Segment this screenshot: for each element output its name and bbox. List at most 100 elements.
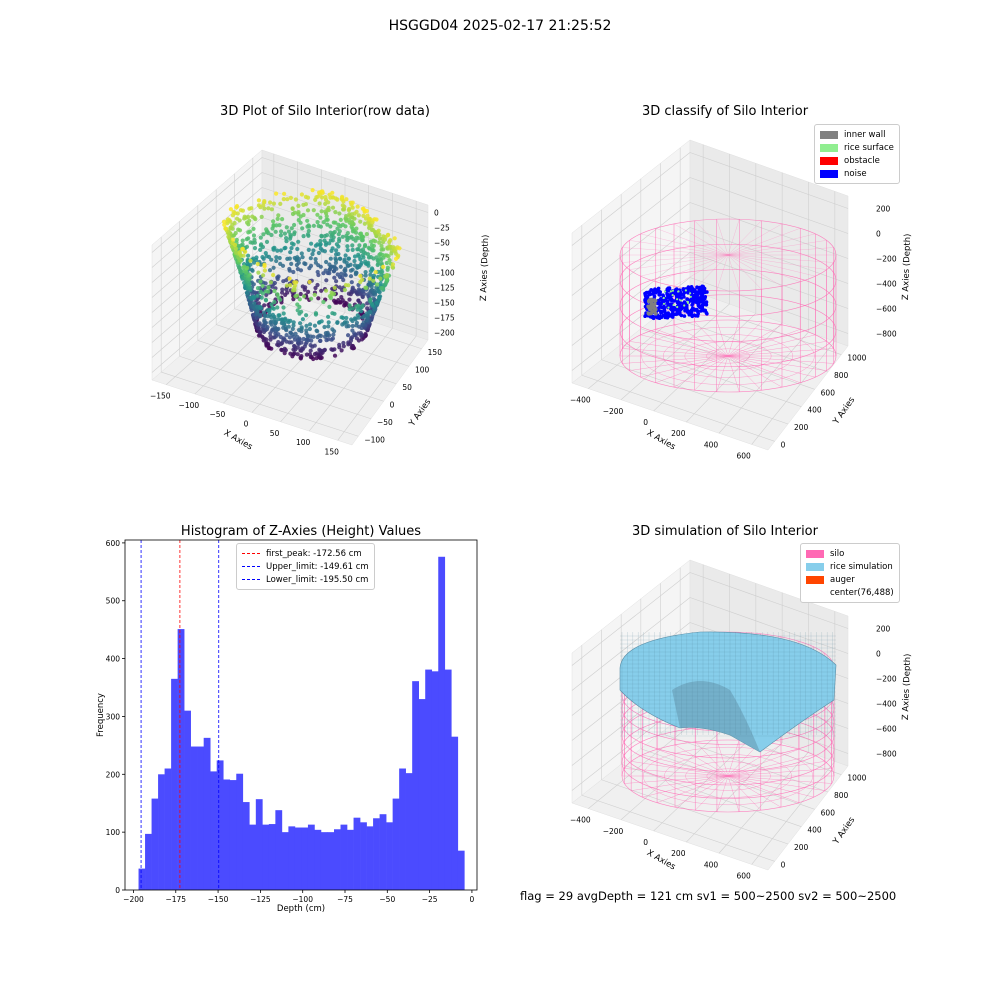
scatter-point	[319, 195, 325, 200]
scatter-point	[256, 198, 261, 203]
grid-line	[686, 742, 783, 843]
silo-spoke	[694, 355, 729, 391]
scatter-point	[332, 353, 338, 358]
histogram-bar	[281, 832, 289, 890]
scatter-point	[286, 229, 291, 234]
silo-spoke	[716, 219, 729, 256]
y-tick-label: 200	[106, 770, 121, 779]
scatter-point	[350, 285, 355, 290]
scatter-point	[369, 266, 375, 271]
histogram-bar	[392, 798, 400, 890]
scatter-point	[274, 258, 279, 264]
silo-spoke	[673, 355, 729, 388]
histogram-bar	[444, 669, 452, 890]
scatter-point	[287, 335, 292, 340]
grid-line	[588, 714, 704, 809]
scatter-point	[246, 230, 251, 235]
silo-floor-ring	[706, 348, 750, 364]
scatter-point	[275, 216, 280, 221]
scatter-point	[379, 243, 384, 249]
rice-surface-point	[671, 294, 674, 297]
scatter-point	[276, 274, 281, 279]
noise-point	[683, 308, 688, 313]
scatter-point	[393, 256, 399, 261]
silo-spoke	[727, 254, 801, 282]
scatter-point	[385, 265, 390, 270]
scatter-point	[348, 274, 354, 279]
scatter-point	[326, 314, 331, 319]
scatter-point	[337, 211, 342, 216]
scatter-point	[384, 260, 389, 266]
histogram-bar	[340, 824, 348, 890]
scatter-point	[378, 281, 383, 286]
scatter-point	[325, 217, 330, 222]
tick-label: 800	[834, 791, 849, 800]
scatter-point	[361, 234, 366, 240]
histogram-bar	[138, 868, 146, 890]
scatter-point	[325, 330, 330, 335]
tick-label: 0	[390, 400, 395, 409]
scatter-point	[365, 252, 371, 257]
noise-point	[679, 292, 684, 297]
scatter-point	[272, 325, 277, 330]
z-axis-label: Z Axies (Depth)	[901, 653, 913, 720]
scatter-point	[291, 323, 296, 328]
scatter-point	[277, 255, 282, 261]
scatter-point	[363, 331, 368, 337]
grid-line	[751, 341, 836, 445]
legend-item-center: center(76,488)	[806, 586, 894, 599]
noise-point	[656, 286, 661, 291]
noise-point	[662, 305, 666, 309]
scatter-point	[292, 283, 298, 288]
histogram-bar	[457, 850, 465, 890]
tick-label: −50	[377, 418, 393, 427]
scatter-point	[254, 255, 259, 260]
scatter-point	[358, 309, 364, 314]
scatter-point	[292, 230, 297, 235]
scatter-point	[377, 297, 382, 302]
y-tick-label: 600	[106, 539, 121, 548]
scatter-point	[258, 312, 263, 317]
scatter-point	[269, 319, 274, 324]
scatter-point	[335, 226, 340, 231]
tick-label: 800	[834, 371, 849, 380]
noise-point	[647, 292, 652, 297]
scatter-point	[363, 270, 368, 275]
scatter-point	[289, 246, 294, 251]
x-axis-label: X Axies	[222, 428, 255, 453]
scatter-point	[308, 343, 313, 348]
legend-item-obstacle: obstacle	[820, 154, 894, 167]
scatter-point	[282, 346, 287, 351]
silo-spoke	[727, 761, 825, 777]
silo-spoke	[727, 355, 827, 371]
tick-label: −175	[434, 314, 455, 323]
grid-line	[571, 152, 691, 246]
scatter-point	[246, 253, 251, 258]
noise-point	[702, 286, 707, 291]
histogram-bar	[203, 737, 211, 890]
scatter-point	[290, 206, 295, 211]
scatter-point	[350, 328, 355, 333]
scatter-point	[299, 251, 304, 256]
scatter-point	[285, 197, 290, 202]
scatter-point	[266, 289, 271, 294]
legend-label: Upper_limit: -149.61 cm	[266, 561, 369, 572]
scatter-point	[285, 256, 290, 261]
scatter-point	[315, 220, 320, 225]
scatter-point	[267, 312, 272, 317]
tick-label: 400	[807, 826, 822, 835]
grid-line	[571, 252, 691, 346]
scatter-point	[315, 212, 320, 217]
scatter-point	[278, 261, 283, 266]
scatter-point	[310, 252, 315, 257]
histogram-bar	[210, 771, 218, 890]
scatter-point	[356, 287, 362, 292]
noise-point	[652, 294, 657, 299]
scatter-point	[269, 207, 274, 212]
scatter-point	[342, 287, 347, 292]
scatter-point	[312, 343, 317, 348]
scatter-point	[316, 296, 321, 301]
scatter-point	[284, 236, 289, 241]
scatter-point	[343, 253, 348, 258]
scatter-point	[374, 217, 379, 222]
